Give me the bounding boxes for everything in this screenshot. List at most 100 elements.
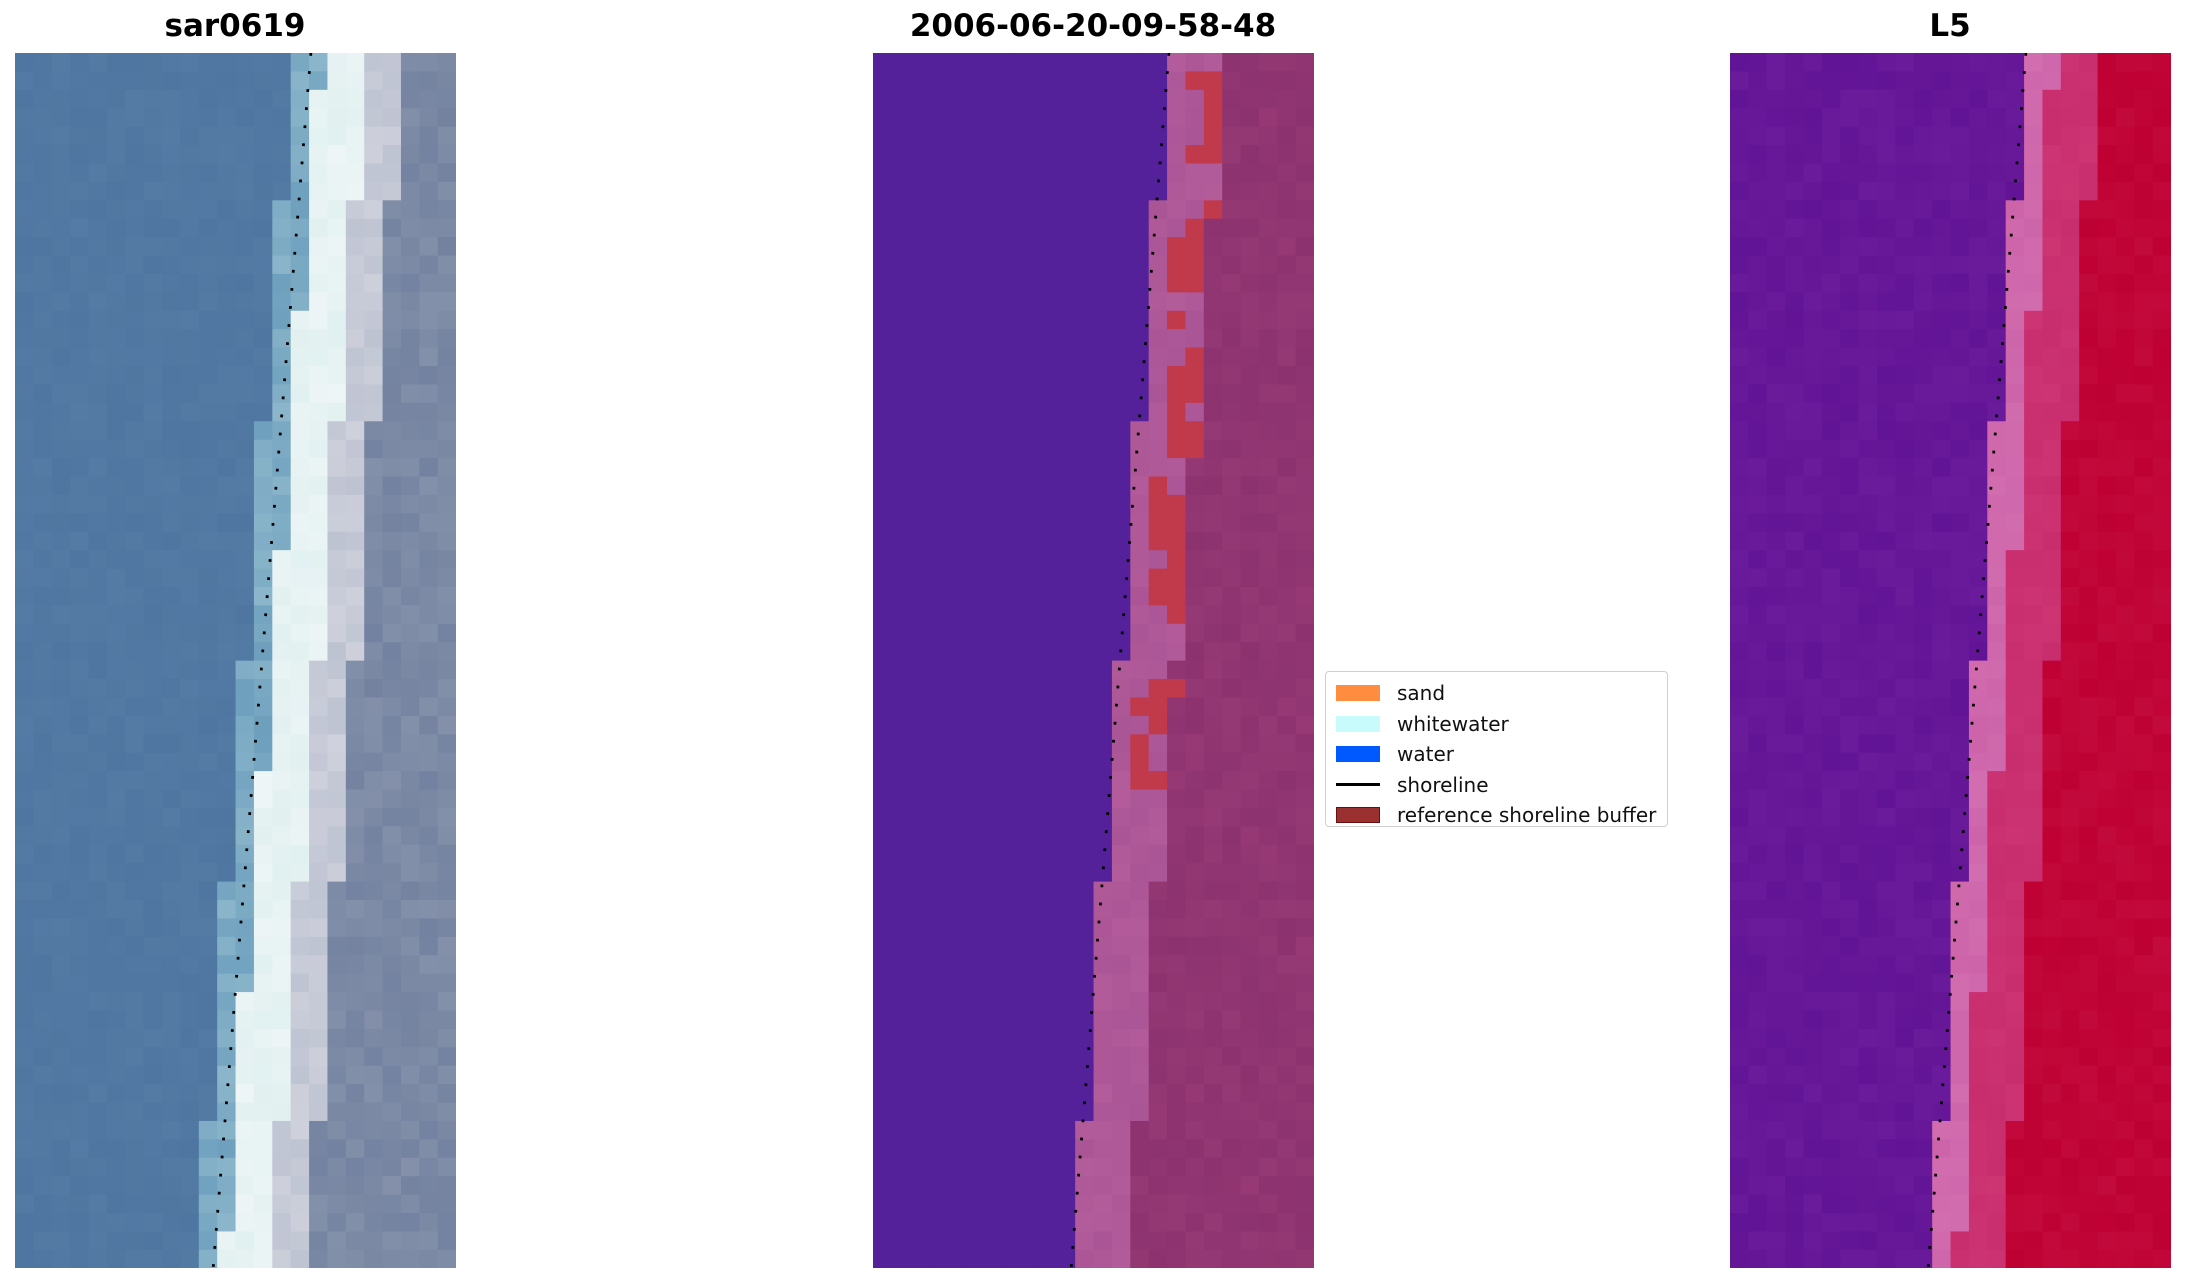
pixel [983,439,1003,459]
pixel [33,1213,53,1233]
pixel [964,255,985,275]
pixel [2060,955,2081,975]
pixel [327,1065,347,1085]
pixel [2134,218,2154,238]
pixel [1766,476,1786,496]
pixel [1111,71,1132,91]
pixel [1240,679,1260,699]
pixel [51,218,71,238]
pixel [1987,89,2007,110]
pixel [51,181,71,202]
pixel [2115,1176,2136,1196]
pixel [873,255,893,275]
pixel [1932,955,1952,975]
pixel [15,1157,35,1178]
pixel [1258,329,1279,349]
pixel [1277,807,1297,828]
pixel [1093,826,1113,846]
pixel [327,660,347,680]
pixel [1020,1213,1040,1233]
pixel [180,145,200,165]
pixel [1203,237,1224,257]
pixel [1056,863,1077,883]
pixel [2097,1249,2117,1268]
pixel [1295,1139,1314,1159]
pixel [345,881,366,901]
pixel [1093,1249,1113,1268]
pixel [1877,439,1897,459]
pixel [1766,145,1786,165]
pixel [382,642,402,662]
pixel [419,310,439,331]
pixel [1111,1010,1132,1030]
pixel [1185,642,1205,662]
pixel [272,936,292,957]
pixel [1968,421,1989,441]
pixel [1020,844,1040,865]
pixel [143,734,163,754]
pixel [253,1157,274,1178]
pixel [2134,1010,2154,1030]
pixel [946,237,966,257]
pixel [946,789,966,809]
pixel [1130,660,1150,680]
pixel [400,384,421,404]
pixel [873,660,893,680]
pixel [437,126,456,146]
pixel [1038,1102,1058,1122]
pixel [437,715,456,736]
pixel [983,660,1003,680]
pixel [1038,200,1058,220]
pixel [327,200,347,220]
pixel [946,347,966,367]
pixel [217,752,237,772]
pixel [125,458,145,478]
pixel [1821,347,1842,367]
pixel [1167,1157,1187,1178]
pixel [364,1157,384,1178]
pixel [382,494,402,515]
pixel [891,1120,911,1141]
pixel [1185,807,1205,828]
pixel [217,200,237,220]
pixel [162,568,182,588]
pixel [1258,218,1279,238]
pixel [1730,384,1750,404]
pixel [400,734,421,754]
pixel [1111,181,1132,202]
pixel [1913,807,1934,828]
pixel [1130,992,1150,1012]
pixel [2005,108,2025,128]
pixel [1130,476,1150,496]
pixel [1148,586,1168,607]
pixel [180,71,200,91]
pixel [1020,218,1040,238]
pixel [1148,568,1168,588]
pixel [1295,715,1314,736]
pixel [51,1102,71,1122]
pixel [1148,513,1168,533]
pixel [1001,329,1021,349]
pixel [1968,605,1989,625]
pixel [1968,476,1989,496]
pixel [15,531,35,551]
pixel [1038,347,1058,367]
pixel [1038,623,1058,644]
pixel [309,1010,329,1030]
pixel [928,237,948,257]
pixel [1987,1028,2007,1049]
pixel [1203,218,1224,238]
pixel [1038,366,1058,386]
pixel [2060,550,2081,570]
pixel [2005,329,2025,349]
pixel [253,200,274,220]
pixel [309,660,329,680]
pixel [1075,310,1095,331]
pixel [1001,71,1021,91]
pixel [1785,1047,1805,1067]
pixel [1093,844,1113,865]
pixel [2134,863,2154,883]
pixel [143,807,163,828]
pixel [1987,900,2007,920]
pixel [88,292,108,312]
